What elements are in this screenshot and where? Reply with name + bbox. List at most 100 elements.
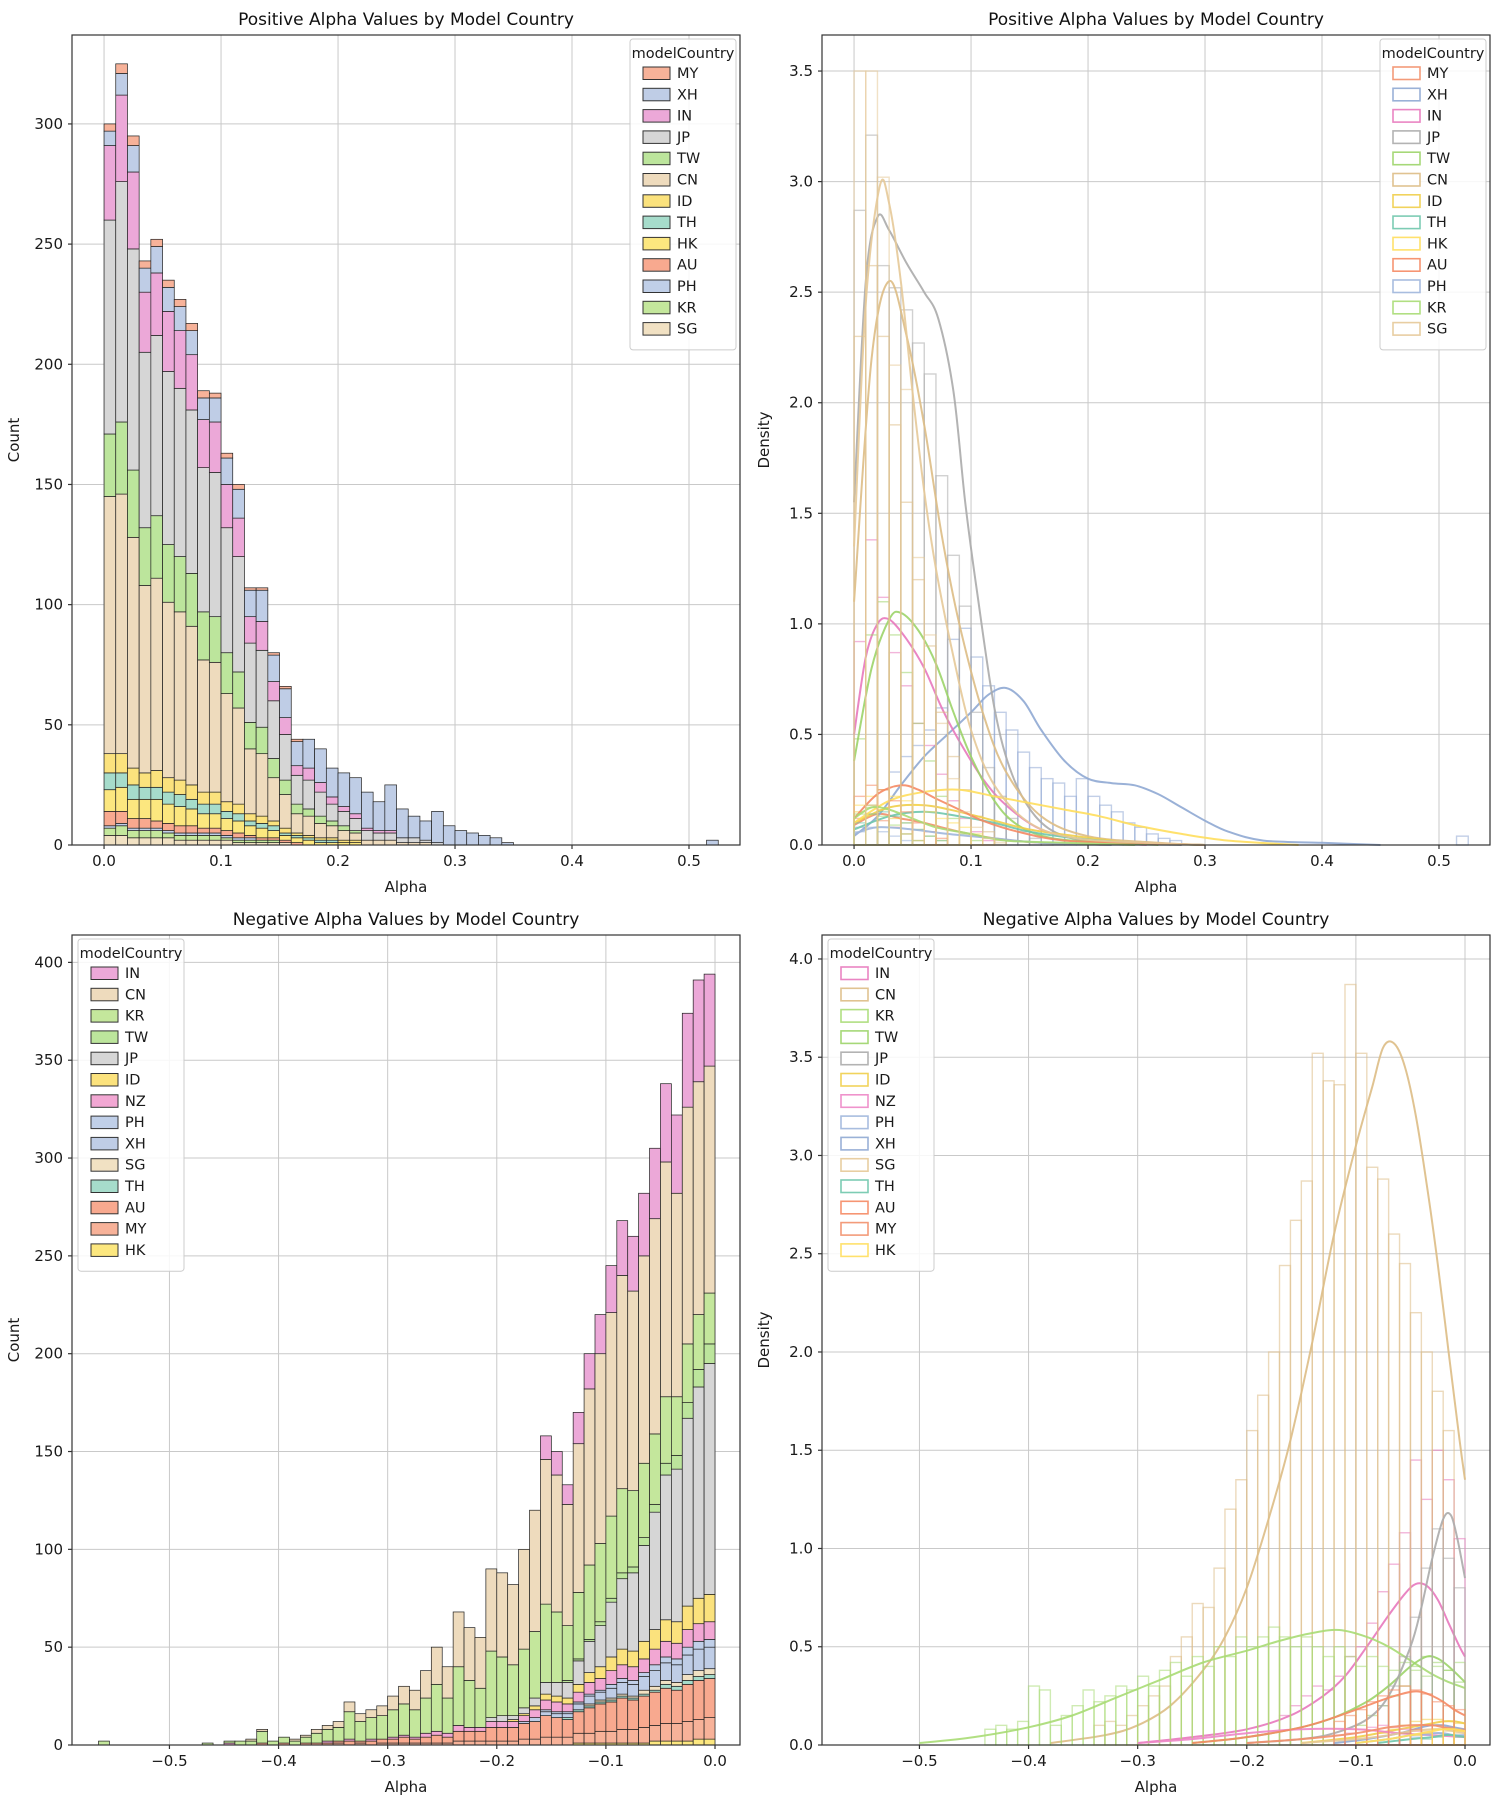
bar-segment-XH — [267, 654, 280, 682]
bar-segment-ID — [267, 820, 280, 827]
bar-segment-KR — [267, 839, 280, 843]
bar-segment-AU — [474, 1730, 487, 1742]
legend-swatch-TW — [840, 1030, 869, 1045]
bar-segment-XH — [232, 488, 245, 519]
bar-segment-NZ — [485, 1721, 498, 1728]
legend-swatch-XH — [90, 1136, 119, 1151]
bar-segment-NZ — [540, 1699, 552, 1711]
legend-swatch-ID — [90, 1073, 119, 1087]
bar-segment-CN — [337, 830, 351, 841]
bar-segment-KR — [474, 1687, 487, 1728]
bar-segment-TH — [255, 823, 269, 829]
bar-segment-HK — [703, 1738, 716, 1746]
y-tick-label: 150 — [34, 475, 63, 493]
bar-segment-CN — [302, 815, 315, 836]
x-tick-label: 0.0 — [1453, 1752, 1477, 1770]
bar-segment-TW — [150, 515, 163, 579]
x-axis-label: Alpha — [385, 878, 428, 896]
bar-segment-KR — [409, 1709, 421, 1738]
bar-segment-ID — [127, 767, 140, 786]
plot-content — [98, 973, 716, 1746]
bar-segment-TH — [150, 786, 163, 800]
chart-title: Negative Alpha Values by Model Country — [982, 910, 1330, 930]
bar-segment-TW — [638, 1537, 650, 1546]
bar-segment-TW — [244, 722, 257, 750]
bar-segment-JP — [649, 1511, 661, 1630]
bar-segment-IN — [138, 291, 152, 353]
bar-segment-TH — [220, 810, 234, 819]
legend-swatch-PH — [90, 1115, 119, 1130]
bar-segment-TW — [208, 616, 222, 663]
bar-segment-MY — [138, 260, 152, 269]
x-tick-label: −0.3 — [369, 1752, 405, 1770]
bar-segment-XH — [279, 688, 292, 718]
legend-swatch-MY — [840, 1221, 869, 1236]
bar-segment-AU — [376, 1738, 389, 1744]
legend-title: modelCountry — [1382, 46, 1485, 62]
bar-segment-CN — [173, 611, 187, 781]
y-tick-label: 400 — [34, 953, 63, 971]
bar-segment-AU — [660, 1687, 672, 1724]
bar-segment-AU — [398, 1736, 410, 1744]
bar-segment-CN — [127, 536, 140, 769]
y-tick-label: 0.5 — [789, 725, 813, 743]
bar-segment-TW — [605, 1597, 618, 1603]
density-series-SG — [853, 70, 1206, 846]
bar-segment-JP — [627, 1572, 639, 1652]
x-tick-label: 0.4 — [1310, 852, 1334, 870]
bar-segment-CN — [349, 832, 362, 841]
bar-segment-HK — [127, 798, 140, 819]
bar-segment-PH — [627, 1680, 639, 1685]
bar-segment-XH — [244, 589, 257, 618]
bar-segment-KR — [185, 835, 198, 841]
legend-label-SG: SG — [125, 1158, 145, 1174]
legend-label-AU: AU — [125, 1200, 146, 1216]
kde-curve-AU — [1192, 1690, 1466, 1745]
bar-segment-ID — [660, 1619, 672, 1642]
legend-label-ID: ID — [125, 1073, 140, 1089]
bar-segment-TW — [173, 556, 187, 613]
bar-segment-IN — [173, 330, 187, 389]
bar-segment-TW — [255, 726, 269, 755]
bar-segment-JP — [162, 371, 175, 545]
bar-segment-XH — [627, 1683, 639, 1697]
bar-segment-IN — [127, 171, 140, 250]
y-tick-label: 1.5 — [789, 504, 813, 522]
legend-label-XH: XH — [677, 87, 698, 103]
legend-label-IN: IN — [1427, 109, 1442, 125]
bar-segment-TH — [173, 794, 187, 807]
legend-swatch-NZ — [90, 1094, 119, 1108]
bar-segment-XH — [706, 839, 719, 846]
bar-segment-KR — [561, 1625, 574, 1681]
bar-segment-IN — [150, 272, 163, 336]
chart-negative-histogram: Negative Alpha Values by Model Country −… — [0, 900, 750, 1800]
x-tick-label: 0.1 — [959, 852, 983, 870]
bar-segment-AU — [616, 1697, 629, 1730]
bar-segment-JP — [396, 837, 409, 843]
bar-segment-NZ — [583, 1682, 596, 1695]
x-tick-label: −0.4 — [1010, 1752, 1046, 1770]
chart-canvas-negative-density: −0.5 −0.4 −0.3 −0.2 −0.1 0.0 0.0 0.5 1.0 1.5 2.0 2.… — [755, 934, 1491, 1796]
bar-segment-MY — [540, 1736, 552, 1746]
bar-segment-XH — [489, 837, 503, 846]
legend-swatch-TW — [1392, 151, 1421, 166]
bar-segment-KR — [115, 825, 128, 836]
x-tick-label: 0.3 — [1193, 852, 1217, 870]
bar-segment-CN — [387, 1695, 399, 1711]
bar-segment-NZ — [572, 1691, 585, 1703]
bar-segment-ID — [325, 837, 339, 841]
legend-swatch-CN — [642, 173, 671, 187]
legend-label-JP: JP — [1426, 130, 1440, 146]
bar-segment-KR — [660, 1396, 672, 1464]
legend-label-MY: MY — [1427, 66, 1449, 82]
bar-segment-ID — [627, 1650, 639, 1668]
bar-segment-AU — [420, 1736, 432, 1744]
y-axis-label: Density — [755, 411, 773, 468]
bar-segment-AU — [518, 1723, 530, 1740]
bar-segment-IN — [115, 94, 128, 182]
bar-segment-JP — [337, 810, 351, 827]
bar-segment-NZ — [594, 1678, 607, 1691]
bar-segment-KR — [594, 1543, 607, 1623]
bar-segment-MY — [173, 299, 187, 307]
legend-swatch-HK — [90, 1243, 119, 1257]
